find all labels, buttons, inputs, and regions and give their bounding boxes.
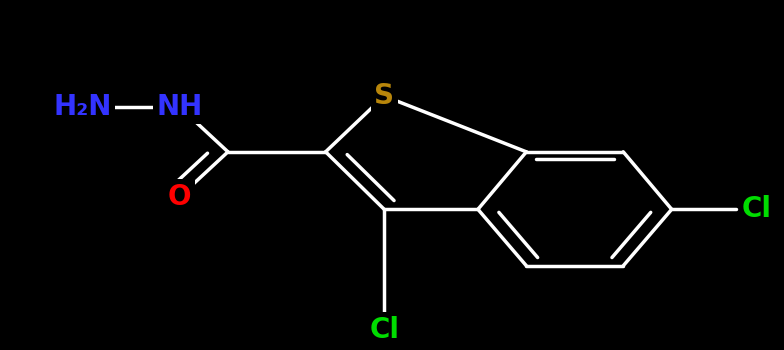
Text: NH: NH xyxy=(156,93,202,121)
Text: H₂N: H₂N xyxy=(53,93,112,121)
Text: Cl: Cl xyxy=(369,316,399,344)
Text: Cl: Cl xyxy=(742,195,772,223)
Text: S: S xyxy=(374,82,394,110)
Text: O: O xyxy=(168,183,191,211)
